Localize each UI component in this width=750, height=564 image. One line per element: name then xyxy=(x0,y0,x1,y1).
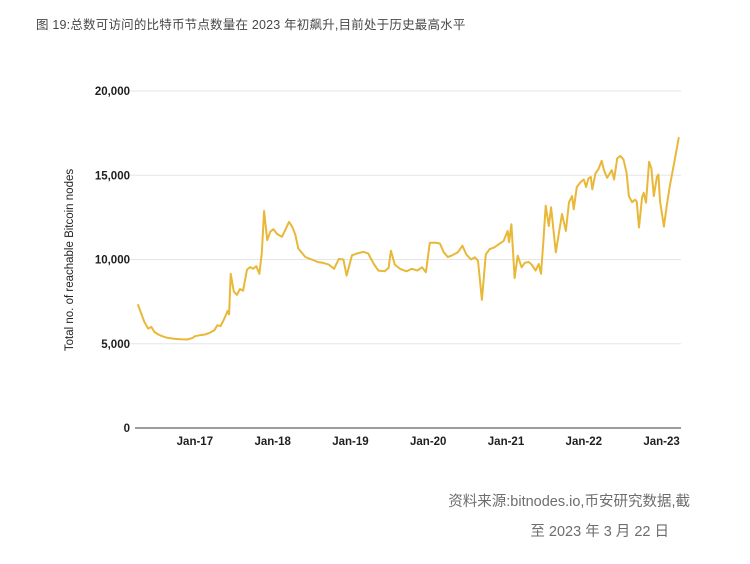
y-tick-label: 10,000 xyxy=(95,255,130,267)
y-axis-title: Total no. of reachable Bitcoin nodes xyxy=(64,169,76,351)
y-tick-label: 20,000 xyxy=(95,86,130,98)
source-line-2: 至 2023 年 3 月 22 日 xyxy=(530,524,669,540)
data-series-line xyxy=(137,137,680,341)
x-tick-label: Jan-20 xyxy=(410,436,446,448)
data-source-note: 资料来源:bitnodes.io,币安研究数据,截 至 2023 年 3 月 2… xyxy=(448,487,690,547)
x-tick-label: Jan-18 xyxy=(254,436,291,448)
x-tick-label: Jan-19 xyxy=(332,436,368,448)
gridlines xyxy=(130,90,681,345)
bitcoin-nodes-chart: 0 5,000 10,000 15,000 20,000 Jan-17 Jan-18 Jan… xyxy=(64,86,681,448)
figure-title: 图 19:总数可访问的比特币节点数量在 2023 年初飙升,目前处于历史最高水平 xyxy=(36,18,466,32)
x-axis-tick-labels: Jan-17 Jan-18 Jan-19 Jan-20 Jan-21 Jan-22 Jan-… xyxy=(177,436,680,448)
series-polyline xyxy=(137,137,680,341)
y-tick-label: 15,000 xyxy=(95,170,130,182)
y-tick-label: 5,000 xyxy=(101,339,130,351)
x-tick-label: Jan-22 xyxy=(566,436,602,448)
x-tick-label: Jan-23 xyxy=(643,436,679,448)
y-tick-label: 0 xyxy=(124,423,130,435)
x-tick-label: Jan-17 xyxy=(177,436,213,448)
x-tick-label: Jan-21 xyxy=(488,436,525,448)
source-line-1: 资料来源:bitnodes.io,币安研究数据,截 xyxy=(448,494,690,510)
y-axis-tick-labels: 0 5,000 10,000 15,000 20,000 xyxy=(95,86,130,435)
